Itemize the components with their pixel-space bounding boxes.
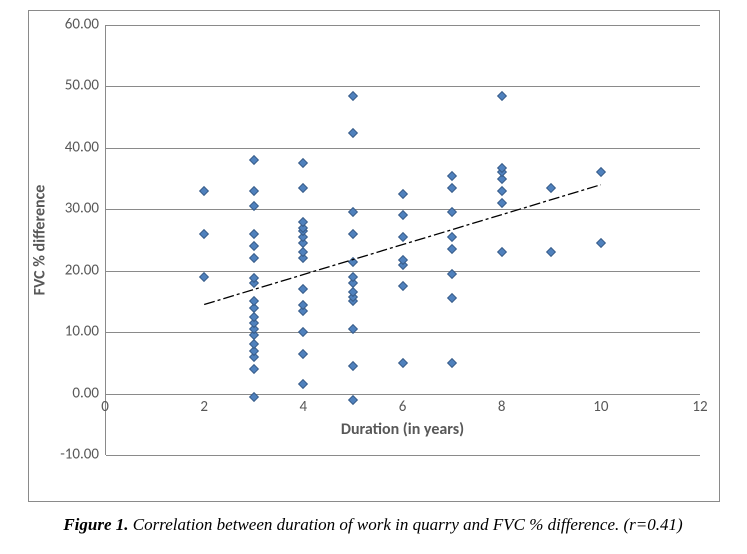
chart-container: FVC % difference Figure 1. Correlation b… xyxy=(0,0,747,554)
trend-line xyxy=(0,0,747,554)
